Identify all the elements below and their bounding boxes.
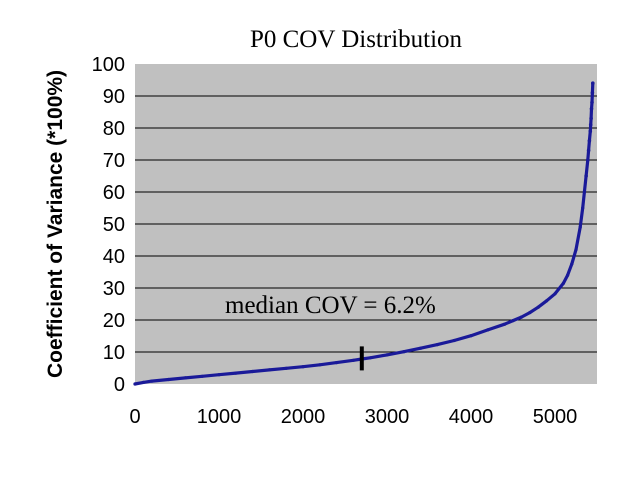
data-point-34 [574, 248, 578, 252]
data-point-7 [234, 371, 238, 375]
data-point-27 [528, 311, 532, 315]
data-point-14 [351, 358, 355, 362]
data-point-43 [588, 123, 593, 127]
y-tick-label-70: 70 [103, 150, 125, 172]
y-tick-label-90: 90 [103, 86, 125, 108]
data-point-45 [589, 107, 594, 111]
x-tick-labels: 0 1000 2000 3000 4000 5000 [129, 406, 577, 428]
data-point-41 [587, 139, 592, 143]
data-point-23 [486, 328, 490, 332]
data-point-31 [561, 281, 566, 285]
x-tick-label-5000: 5000 [533, 406, 578, 428]
y-tick-label-100: 100 [92, 54, 125, 76]
data-point-47 [590, 91, 595, 95]
data-point-48 [591, 81, 595, 85]
data-point-32 [566, 273, 570, 277]
data-point-44 [589, 116, 593, 121]
data-point-28 [536, 305, 540, 309]
data-point-13 [335, 361, 339, 365]
data-point-33 [570, 262, 574, 266]
data-point-19 [419, 346, 423, 350]
data-point-46 [590, 100, 594, 105]
data-point-17 [385, 353, 389, 357]
x-tick-label-2000: 2000 [281, 406, 326, 428]
data-point-38 [584, 174, 588, 178]
y-tick-labels: 0 10 20 30 40 50 60 70 80 90 100 [92, 54, 125, 396]
y-tick-label-0: 0 [114, 374, 125, 396]
x-tick-label-4000: 4000 [449, 406, 494, 428]
y-tick-label-80: 80 [103, 118, 125, 140]
x-tick-label-0: 0 [129, 406, 140, 428]
y-tick-label-50: 50 [103, 214, 125, 236]
data-point-22 [469, 334, 473, 338]
y-axis-label: Coefficient of Variance (*100%) [44, 70, 67, 378]
data-point-24 [503, 322, 507, 326]
x-tick-label-1000: 1000 [197, 406, 242, 428]
data-point-3 [167, 377, 171, 382]
data-point-9 [267, 368, 271, 372]
data-point-2 [150, 379, 154, 383]
data-point-6 [217, 373, 221, 377]
data-point-29 [545, 299, 549, 303]
data-point-36 [581, 206, 585, 210]
x-tick-label-3000: 3000 [365, 406, 410, 428]
data-point-8 [251, 369, 255, 374]
y-tick-label-10: 10 [103, 342, 125, 364]
median-annotation: median COV = 6.2% [225, 292, 436, 319]
data-point-5 [200, 374, 204, 378]
y-tick-label-30: 30 [103, 278, 125, 300]
data-point-12 [318, 363, 322, 367]
grid-lines [135, 95, 597, 353]
data-point-10 [284, 366, 288, 370]
data-point-1 [141, 380, 145, 384]
data-point-40 [586, 148, 591, 153]
data-point-30 [553, 292, 557, 296]
data-point-0 [133, 382, 137, 386]
data-point-11 [301, 365, 305, 369]
y-tick-label-20: 20 [103, 310, 125, 332]
data-point-37 [582, 190, 587, 194]
data-point-20 [435, 343, 439, 347]
data-point-16 [368, 356, 372, 360]
data-point-25 [511, 319, 515, 323]
data-point-35 [578, 225, 582, 229]
data-point-39 [586, 158, 590, 162]
y-tick-label-60: 60 [103, 182, 125, 204]
chart-title: P0 COV Distribution [250, 26, 463, 53]
data-point-42 [588, 129, 593, 133]
data-point-4 [183, 376, 187, 380]
y-tick-label-40: 40 [103, 246, 125, 268]
data-point-21 [452, 338, 456, 343]
data-point-26 [519, 315, 524, 319]
data-point-18 [402, 350, 406, 354]
